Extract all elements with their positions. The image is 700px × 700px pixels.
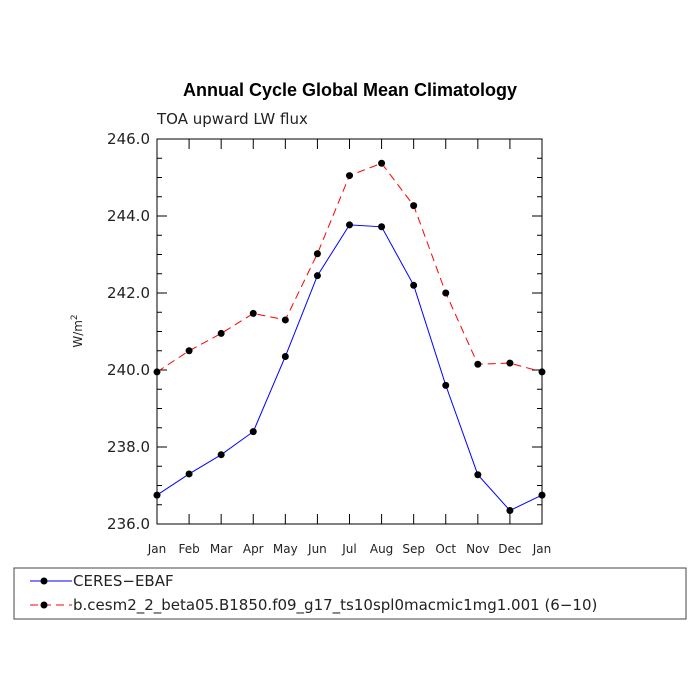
chart-subtitle: TOA upward LW flux	[156, 110, 308, 128]
x-tick-label: May	[273, 542, 298, 556]
legend-label-2: b.cesm2_2_beta05.B1850.f09_g17_ts10spl0m…	[73, 596, 597, 615]
series-2-point	[281, 316, 289, 324]
y-tick-label: 240.0	[107, 361, 150, 379]
x-tick-label: Jun	[307, 542, 327, 556]
y-axis-label: W/m2	[70, 314, 85, 347]
x-tick-label: Dec	[498, 542, 521, 556]
series-1-point	[538, 491, 546, 499]
series-1-point	[506, 507, 514, 515]
series-layer	[153, 159, 546, 515]
x-axis: Jan Feb Mar Apr May Jun Jul Aug Sep Oct Nov Dec Jan	[147, 139, 552, 556]
x-tick-label: Sep	[402, 542, 425, 556]
x-tick-label: Apr	[243, 542, 264, 556]
series-line-1	[156, 224, 543, 512]
legend-marker-2	[40, 601, 48, 609]
series-1-point	[378, 223, 386, 231]
series-1-point	[442, 381, 450, 389]
x-tick-label: Jan	[147, 542, 167, 556]
series-2-point	[410, 202, 418, 210]
y-tick-label: 246.0	[107, 130, 150, 148]
series-1-point	[217, 451, 225, 459]
chart-title: Annual Cycle Global Mean Climatology	[183, 80, 517, 100]
series-2-point	[538, 368, 546, 376]
series-2-point	[506, 359, 514, 367]
x-tick-label: Jul	[341, 542, 356, 556]
x-tick-label: Nov	[466, 542, 489, 556]
series-2-point	[185, 347, 193, 355]
legend: CERES−EBAF b.cesm2_2_beta05.B1850.f09_g17…	[30, 572, 597, 615]
y-tick-label: 236.0	[107, 515, 150, 533]
series-1-point	[249, 428, 257, 436]
y-axis: 236.0 238.0 240.0 242.0 244.0 246.0	[107, 130, 542, 533]
series-line-2	[156, 162, 543, 373]
legend-marker-1	[40, 577, 48, 585]
x-tick-label: Mar	[210, 542, 233, 556]
series-1-point	[410, 281, 418, 289]
y-tick-label: 238.0	[107, 438, 150, 456]
series-1-point	[281, 353, 289, 361]
series-2-point	[313, 250, 321, 258]
series-1-point	[313, 272, 321, 280]
series-1-point	[185, 470, 193, 478]
series-2-point	[442, 289, 450, 297]
series-2-point	[153, 368, 161, 376]
x-tick-label: Feb	[178, 542, 199, 556]
x-tick-label: Aug	[370, 542, 393, 556]
series-1-point	[346, 221, 353, 229]
series-2-point	[474, 360, 482, 368]
plot-frame	[156, 138, 543, 525]
series-1-point	[153, 491, 161, 499]
x-tick-label: Oct	[435, 542, 456, 556]
series-1-point	[474, 471, 482, 479]
series-2-point	[346, 172, 353, 180]
series-2-point	[249, 309, 257, 317]
series-2-point	[378, 159, 386, 167]
legend-label-1: CERES−EBAF	[73, 572, 174, 590]
x-tick-label: Jan	[532, 542, 552, 556]
legend-box	[13, 567, 687, 620]
y-tick-label: 242.0	[107, 284, 150, 302]
y-tick-label: 244.0	[107, 207, 150, 225]
series-2-point	[217, 329, 225, 337]
